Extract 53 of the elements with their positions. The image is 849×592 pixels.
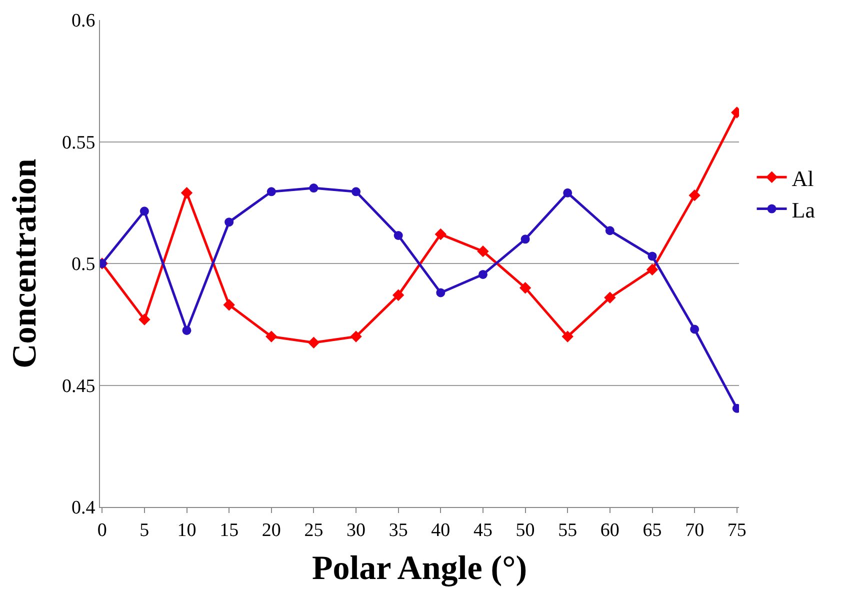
point — [434, 228, 447, 240]
point — [350, 330, 362, 342]
y-tick-label: 0.45 — [62, 376, 96, 397]
x-tick-label: 0 — [97, 520, 107, 541]
point — [138, 314, 150, 326]
x-tick-label: 60 — [600, 520, 620, 541]
point — [690, 324, 700, 334]
x-tick-label: 55 — [558, 520, 578, 541]
point — [478, 270, 488, 279]
point — [224, 218, 234, 227]
y-tick-label: 0.5 — [71, 254, 96, 276]
x-tick-label: 15 — [220, 520, 239, 541]
y-tick-label: 0.4 — [71, 498, 96, 519]
point — [563, 188, 572, 198]
x-tick-label: 70 — [685, 520, 704, 541]
x-tick-label: 35 — [388, 520, 408, 541]
point — [308, 336, 320, 348]
point — [180, 187, 193, 199]
y-tick-label: 0.55 — [62, 132, 96, 154]
legend-label: Al — [792, 166, 814, 191]
x-tick-label: 75 — [727, 520, 746, 541]
x-tick-label: 50 — [516, 520, 535, 541]
point — [562, 330, 574, 342]
x-tick-label: 5 — [140, 520, 150, 541]
x-tick-label: 10 — [177, 520, 196, 541]
x-tick-label: 65 — [642, 520, 662, 541]
point — [477, 245, 489, 258]
point — [646, 264, 658, 276]
point — [519, 282, 532, 294]
x-tick-label: 20 — [262, 520, 281, 541]
x-axis-title: Polar Angle (°) — [312, 550, 528, 588]
point — [688, 189, 700, 202]
x-tick-label: 40 — [431, 520, 450, 541]
point — [604, 292, 616, 304]
y-axis-title: Concentration — [6, 158, 44, 368]
point — [605, 226, 614, 236]
x-tick-label: 25 — [304, 520, 324, 541]
x-tick-label: 45 — [473, 520, 492, 541]
point — [266, 187, 276, 196]
legend-label: La — [792, 197, 816, 222]
point — [140, 206, 149, 216]
point — [182, 326, 192, 335]
x-tick-label: 30 — [346, 520, 366, 541]
point — [352, 187, 361, 196]
point — [223, 299, 235, 311]
point — [266, 330, 278, 342]
point — [309, 184, 318, 193]
point — [648, 252, 657, 261]
point — [520, 234, 530, 244]
point — [392, 289, 404, 301]
point — [394, 231, 403, 240]
point — [436, 288, 446, 298]
y-tick-label: 0.6 — [71, 10, 96, 32]
